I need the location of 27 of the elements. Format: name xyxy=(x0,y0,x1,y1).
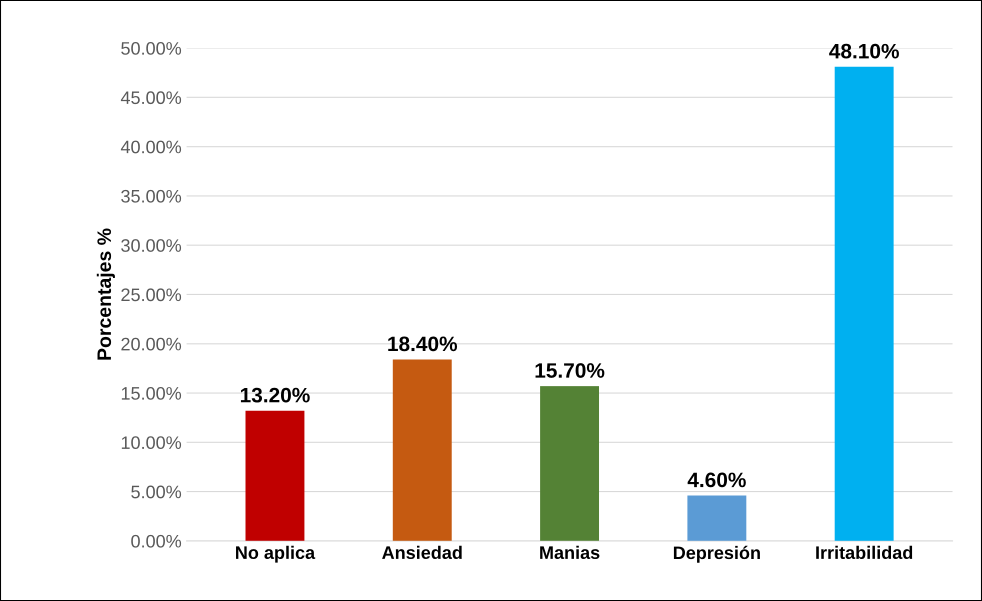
data-label: 15.70% xyxy=(536,363,604,378)
bar xyxy=(834,66,894,541)
y-axis-title: Porcentajes % xyxy=(96,228,115,360)
x-tick-label: Irritabilidad xyxy=(816,546,912,560)
y-tick-label: 35.00% xyxy=(121,190,182,203)
y-tick-label: 50.00% xyxy=(121,42,182,55)
data-label: 18.40% xyxy=(388,336,458,352)
x-tick-label: Manias xyxy=(540,546,600,560)
bar xyxy=(246,410,304,541)
y-tick-label: 0.00% xyxy=(131,534,182,548)
bar xyxy=(392,360,452,541)
bar xyxy=(540,386,600,541)
data-label: 13.20% xyxy=(240,388,310,403)
y-tick-label: 20.00% xyxy=(121,338,182,350)
y-tick-label: 5.00% xyxy=(131,486,182,498)
y-tick-label: 10.00% xyxy=(122,436,182,450)
y-tick-label: 45.00% xyxy=(120,91,182,104)
y-tick-label: 40.00% xyxy=(120,140,182,154)
x-tick-label: Ansiedad xyxy=(382,546,462,560)
bar xyxy=(687,496,746,541)
y-tick-label: 15.00% xyxy=(122,386,182,400)
data-label: 48.10% xyxy=(829,44,899,59)
x-tick-label: Depresión xyxy=(674,546,760,563)
y-tick-label: 30.00% xyxy=(121,239,182,252)
data-label: 4.60% xyxy=(688,472,746,488)
x-tick-label: No aplica xyxy=(236,546,316,563)
y-tick-label: 25.00% xyxy=(121,288,182,302)
